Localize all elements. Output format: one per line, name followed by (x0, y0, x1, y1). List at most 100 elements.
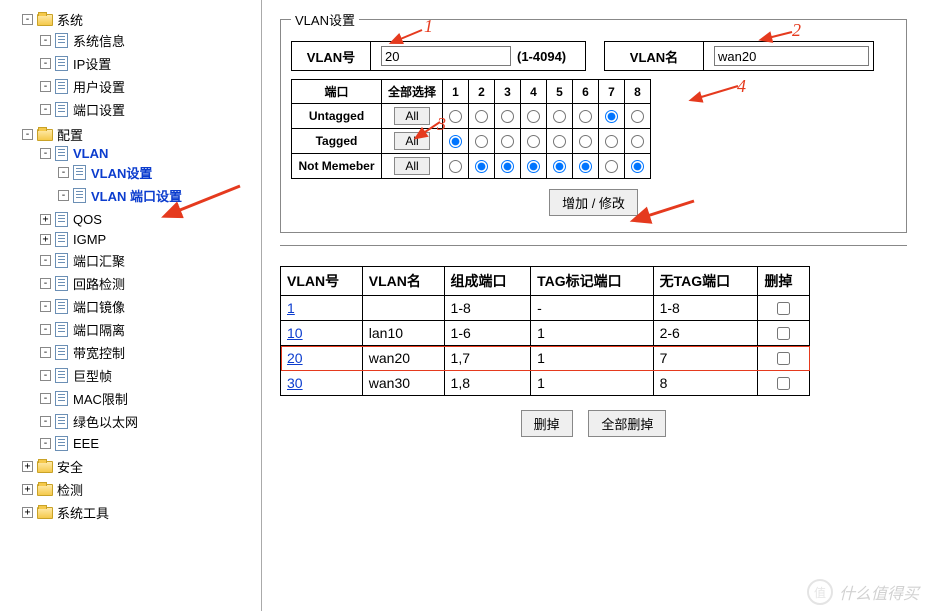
delete-checkbox-1[interactable] (777, 302, 790, 315)
port-radio-Not Memeber-4[interactable] (527, 160, 540, 173)
delete-checkbox-30[interactable] (777, 377, 790, 390)
tree-toggle[interactable]: - (22, 14, 33, 25)
tree-item-VLAN[interactable]: VLAN (73, 146, 108, 161)
vlan-id-name-row: VLAN号 (1-4094) VLAN名 (291, 41, 896, 71)
delete-all-button[interactable]: 全部删掉 (588, 410, 666, 437)
tree-toggle[interactable]: - (40, 324, 51, 335)
port-radio-Tagged-4[interactable] (527, 135, 540, 148)
tree-item-绿色以太网[interactable]: 绿色以太网 (73, 415, 138, 430)
port-radio-Untagged-1[interactable] (449, 110, 462, 123)
port-radio-Not Memeber-2[interactable] (475, 160, 488, 173)
tree-toggle[interactable]: - (40, 81, 51, 92)
tree-toggle[interactable]: + (22, 461, 33, 472)
port-col-8: 8 (625, 80, 651, 104)
cell-untag: 8 (653, 371, 758, 396)
delete-button[interactable]: 删掉 (521, 410, 573, 437)
vlan-link-20[interactable]: 20 (287, 350, 303, 366)
port-radio-Tagged-3[interactable] (501, 135, 514, 148)
tree-toggle[interactable]: + (40, 234, 51, 245)
row-Not Memeber: Not Memeber (292, 154, 382, 179)
all-button-Not Memeber[interactable]: All (394, 157, 429, 175)
port-radio-Not Memeber-7[interactable] (605, 160, 618, 173)
tree-item-IP设置[interactable]: IP设置 (73, 57, 111, 72)
main-panel: VLAN设置 VLAN号 (1-4094) VLAN名 端口全部选择123456… (262, 0, 925, 611)
folder-icon (37, 484, 53, 496)
tree-toggle[interactable]: - (40, 35, 51, 46)
tree-toggle[interactable]: - (22, 129, 33, 140)
tree-item-IGMP[interactable]: IGMP (73, 232, 106, 247)
tree-item-回路检测[interactable]: 回路检测 (73, 277, 125, 292)
tree-toggle[interactable]: - (58, 167, 69, 178)
document-icon (55, 345, 68, 360)
port-radio-Untagged-3[interactable] (501, 110, 514, 123)
vlan-name-label: VLAN名 (604, 41, 704, 71)
vlan-id-input[interactable] (381, 46, 511, 66)
cell-name: wan30 (362, 371, 444, 396)
tree-item-系统信息[interactable]: 系统信息 (73, 34, 125, 49)
document-icon (55, 322, 68, 337)
port-radio-Tagged-2[interactable] (475, 135, 488, 148)
submit-button[interactable]: 增加 / 修改 (549, 189, 638, 216)
tree-toggle[interactable]: + (40, 214, 51, 225)
tree-item-带宽控制[interactable]: 带宽控制 (73, 346, 125, 361)
vlan-name-input[interactable] (714, 46, 869, 66)
cell-name: lan10 (362, 321, 444, 346)
port-radio-Tagged-5[interactable] (553, 135, 566, 148)
tree-item-端口设置[interactable]: 端口设置 (73, 103, 125, 118)
tree-item-巨型帧[interactable]: 巨型帧 (73, 369, 112, 384)
port-radio-Not Memeber-6[interactable] (579, 160, 592, 173)
port-radio-Untagged-7[interactable] (605, 110, 618, 123)
vlan-link-30[interactable]: 30 (287, 375, 303, 391)
tree-toggle[interactable]: - (40, 370, 51, 381)
delete-checkbox-10[interactable] (777, 327, 790, 340)
tree-toggle[interactable]: - (40, 58, 51, 69)
all-button-Untagged[interactable]: All (394, 107, 429, 125)
tree-item-端口汇聚[interactable]: 端口汇聚 (73, 254, 125, 269)
tree-item-用户设置[interactable]: 用户设置 (73, 80, 125, 95)
tree-toggle[interactable]: - (40, 255, 51, 266)
port-radio-Not Memeber-5[interactable] (553, 160, 566, 173)
vlan-link-1[interactable]: 1 (287, 300, 295, 316)
port-radio-Untagged-5[interactable] (553, 110, 566, 123)
tree-item-VLAN设置[interactable]: VLAN设置 (91, 166, 152, 181)
cell-tag: 1 (531, 371, 653, 396)
port-radio-Untagged-4[interactable] (527, 110, 540, 123)
tree-toggle[interactable]: - (40, 393, 51, 404)
all-button-Tagged[interactable]: All (394, 132, 429, 150)
tree-toggle[interactable]: - (40, 278, 51, 289)
tree-toggle[interactable]: - (58, 190, 69, 201)
tree-toggle[interactable]: - (40, 104, 51, 115)
port-radio-Tagged-8[interactable] (631, 135, 644, 148)
tree-item-MAC限制[interactable]: MAC限制 (73, 392, 128, 407)
port-radio-Not Memeber-1[interactable] (449, 160, 462, 173)
tree-toggle[interactable]: + (22, 484, 33, 495)
port-radio-Untagged-2[interactable] (475, 110, 488, 123)
tree-toggle[interactable]: - (40, 148, 51, 159)
tree-toggle[interactable]: - (40, 301, 51, 312)
tree-item-VLAN 端口设置[interactable]: VLAN 端口设置 (91, 189, 182, 204)
tree-item-端口隔离[interactable]: 端口隔离 (73, 323, 125, 338)
tree-toggle[interactable]: + (22, 507, 33, 518)
tree-toggle[interactable]: - (40, 347, 51, 358)
vlan-link-10[interactable]: 10 (287, 325, 303, 341)
tree-item-QOS[interactable]: QOS (73, 212, 102, 227)
cell-name (362, 296, 444, 321)
port-radio-Tagged-6[interactable] (579, 135, 592, 148)
port-radio-Not Memeber-3[interactable] (501, 160, 514, 173)
port-radio-Untagged-8[interactable] (631, 110, 644, 123)
tree-item-检测[interactable]: 检测 (57, 483, 83, 498)
cell-untag: 7 (653, 346, 758, 371)
tree-toggle[interactable]: - (40, 438, 51, 449)
tree-toggle[interactable]: - (40, 416, 51, 427)
tree-item-系统[interactable]: 系统 (57, 13, 83, 28)
port-radio-Tagged-7[interactable] (605, 135, 618, 148)
port-radio-Not Memeber-8[interactable] (631, 160, 644, 173)
delete-checkbox-20[interactable] (777, 352, 790, 365)
port-radio-Untagged-6[interactable] (579, 110, 592, 123)
tree-item-端口镜像[interactable]: 端口镜像 (73, 300, 125, 315)
tree-item-EEE[interactable]: EEE (73, 436, 99, 451)
port-radio-Tagged-1[interactable] (449, 135, 462, 148)
tree-item-配置[interactable]: 配置 (57, 128, 83, 143)
tree-item-安全[interactable]: 安全 (57, 460, 83, 475)
tree-item-系统工具[interactable]: 系统工具 (57, 506, 109, 521)
